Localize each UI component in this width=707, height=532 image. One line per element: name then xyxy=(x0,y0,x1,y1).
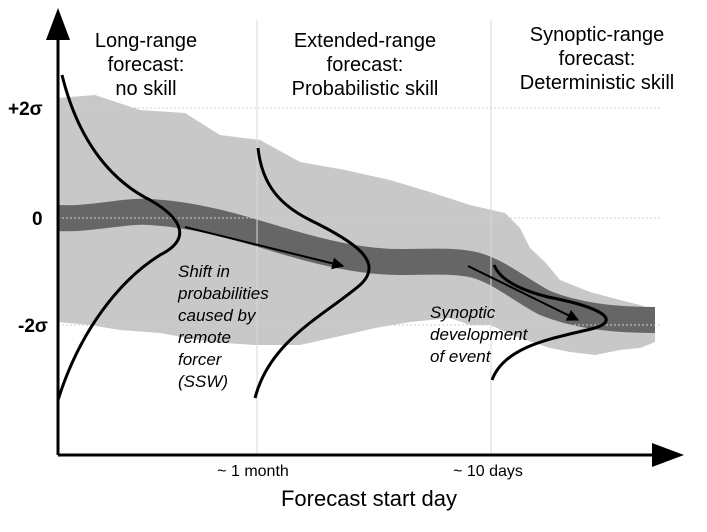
annotation-synoptic-line-3: of event xyxy=(430,347,492,366)
pdf-curve-synoptic-range xyxy=(490,264,608,381)
pdf-curve-long-range xyxy=(56,74,182,401)
header-long-range-line-1: Long-range xyxy=(95,30,197,52)
annotation-shift-line-1: Shift in xyxy=(178,262,230,281)
synoptic-arrow xyxy=(467,265,580,321)
x-tick-ten-days: ~ 10 days xyxy=(453,463,523,480)
annotation-shift-line-3: caused by xyxy=(178,306,257,325)
annotation-shift-line-5: forcer xyxy=(178,350,223,369)
annotation-shift: Shift in probabilities caused by remote … xyxy=(177,262,269,391)
annotation-shift-line-4: remote xyxy=(178,328,231,347)
header-synoptic-range-line-3: Deterministic skill xyxy=(520,72,674,94)
header-long-range-line-3: no skill xyxy=(115,78,176,100)
y-tick-minus2sigma: -2σ xyxy=(18,316,48,337)
header-extended-range-line-3: Probabilistic skill xyxy=(292,78,439,100)
y-axis-arrowhead xyxy=(46,8,70,40)
header-long-range-line-2: forecast: xyxy=(108,54,185,76)
header-long-range: Long-range forecast: no skill xyxy=(95,30,197,100)
header-synoptic-range: Synoptic-range forecast: Deterministic s… xyxy=(520,24,674,94)
header-synoptic-range-line-2: forecast: xyxy=(559,48,636,70)
header-synoptic-range-line-1: Synoptic-range xyxy=(530,24,665,46)
x-axis-label: Forecast start day xyxy=(281,486,457,511)
pdf-curve-extended-range xyxy=(253,147,371,399)
header-extended-range: Extended-range forecast: Probabilistic s… xyxy=(292,30,439,100)
annotation-synoptic-line-1: Synoptic xyxy=(430,303,496,322)
annotation-shift-line-2: probabilities xyxy=(177,284,269,303)
x-tick-one-month: ~ 1 month xyxy=(217,463,289,480)
annotation-shift-line-6: (SSW) xyxy=(178,372,228,391)
y-tick-zero: 0 xyxy=(32,209,43,230)
shift-arrow xyxy=(184,226,345,270)
header-extended-range-line-1: Extended-range xyxy=(294,30,436,52)
x-axis-arrowhead xyxy=(652,443,684,467)
header-extended-range-line-2: forecast: xyxy=(327,54,404,76)
annotation-synoptic-line-2: development xyxy=(430,325,529,344)
annotation-synoptic: Synoptic development of event xyxy=(430,303,529,366)
y-tick-plus2sigma: +2σ xyxy=(8,99,43,120)
